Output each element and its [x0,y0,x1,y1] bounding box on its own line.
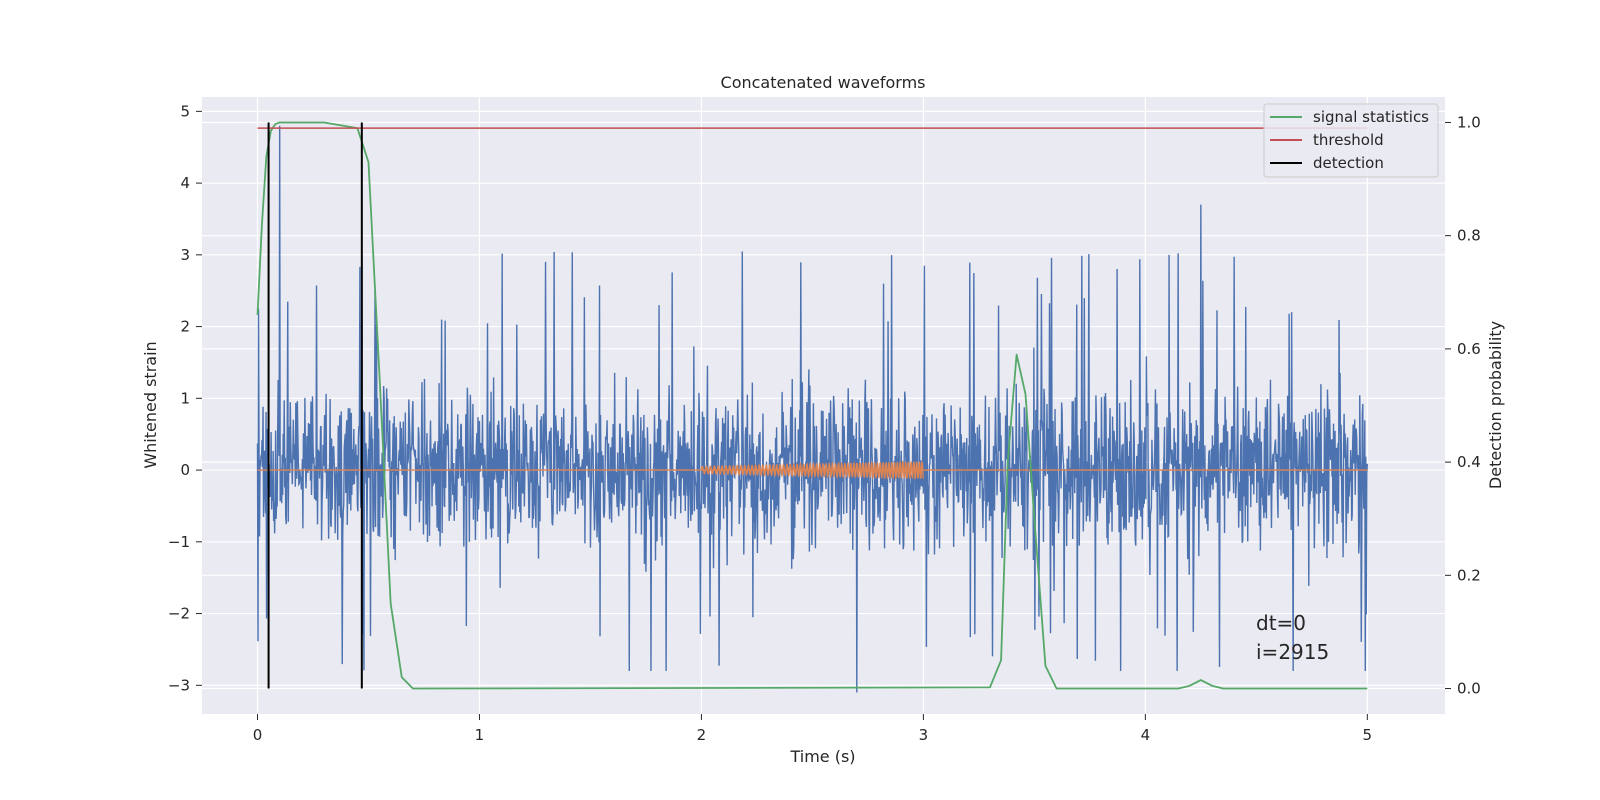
y2-tick-label: 0.8 [1457,227,1481,245]
annotation-index: i=2915 [1256,640,1329,664]
y-tick-label: −2 [168,605,190,623]
x-tick-label: 2 [697,726,707,744]
x-tick-label: 0 [253,726,263,744]
y-tick-label: 4 [180,174,190,192]
y2-tick-label: 0.0 [1457,680,1481,698]
legend: signal statistics threshold detection [1263,103,1439,178]
y2-tick-label: 0.2 [1457,566,1481,584]
annotation-dt: dt=0 [1256,611,1306,635]
signal-statistics-line [256,121,1368,690]
strain-line [256,125,1369,693]
legend-label-threshold: threshold [1313,131,1384,149]
y2-axis-label: Detection probability [1486,321,1505,489]
y-axis-label: Whitened strain [141,341,160,468]
detection-series [267,122,363,689]
x-tick-label: 1 [475,726,485,744]
y2-tick-label: 1.0 [1457,113,1481,131]
injected-waveform-line [700,460,925,481]
y-tick-label: 5 [180,102,190,120]
x-tick-label: 5 [1363,726,1373,744]
axis-ticks: 0 1 2 3 4 5 −3 −2 −1 0 1 2 3 4 5 0.0 0.2 0.4 0.6 0.8 1.0 [168,102,1481,744]
x-axis-label: Time (s) [789,747,855,766]
legend-label-detection: detection [1313,154,1384,172]
chart-title: Concatenated waveforms [721,73,926,92]
y-tick-label: 0 [180,461,190,479]
x-tick-label: 3 [919,726,929,744]
y-tick-label: 3 [180,246,190,264]
y2-tick-label: 0.4 [1457,453,1481,471]
legend-box [1263,103,1439,178]
legend-label-signal-statistics: signal statistics [1313,108,1429,126]
y-tick-label: −3 [168,676,190,694]
strain-series [256,125,1369,693]
y-tick-label: 2 [180,318,190,336]
y2-tick-label: 0.6 [1457,340,1481,358]
y-tick-label: −1 [168,533,190,551]
signal-statistics-series [256,121,1368,690]
y-tick-label: 1 [180,389,190,407]
injected-waveform-series [257,460,1368,481]
x-tick-label: 4 [1141,726,1151,744]
